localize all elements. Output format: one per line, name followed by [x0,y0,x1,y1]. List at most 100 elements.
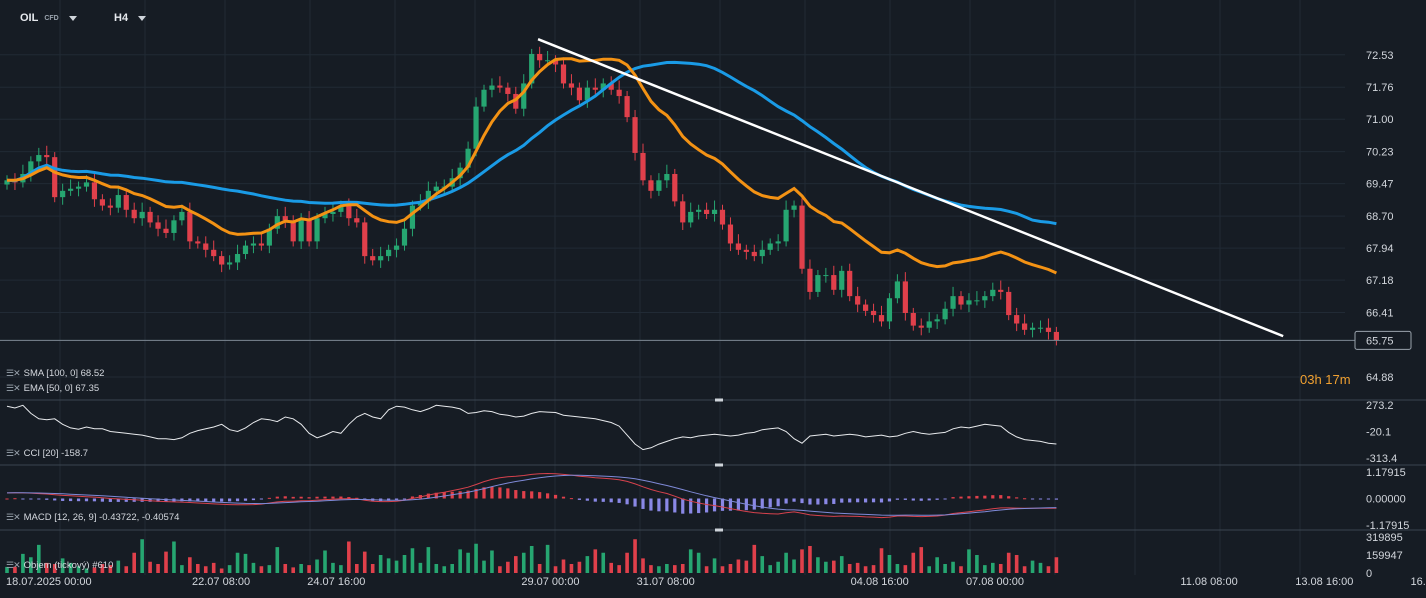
candle-body [36,155,42,162]
candle-body [258,243,264,246]
candle-body [1053,331,1059,341]
volume-bar [935,557,939,573]
volume-bar [323,550,327,573]
candle-body [799,205,805,269]
candle-body [743,249,749,252]
volume-bar [696,552,701,573]
candle-body [704,209,710,214]
time-tick-label: 11.08 08:00 [1180,576,1237,588]
macd-histogram-bar [625,498,629,505]
candle-body [902,281,908,313]
timeframe-selector[interactable]: H4 [114,12,147,24]
candle-body [234,254,241,263]
panel-resize-handle[interactable] [715,398,723,402]
candle-body [187,211,193,242]
macd-histogram-bar [856,498,860,503]
panel-resize-handle[interactable] [715,528,723,532]
chevron-down-icon[interactable] [138,15,147,21]
chevron-down-icon[interactable] [68,15,77,21]
macd-histogram-bar [61,498,65,501]
volume-bar [188,557,192,573]
volume-bar [911,552,916,573]
candle-body [847,270,853,297]
panel-resize-handle[interactable] [715,463,723,467]
settings-icon[interactable]: ☰✕ [6,383,21,393]
candle-body [998,289,1004,292]
candle-body [855,296,861,305]
candle-body [966,300,972,305]
price-tick-label: 64.88 [1366,372,1394,384]
volume-bar [410,548,415,573]
macd-histogram-bar [45,498,49,500]
candle-body [751,251,757,257]
candle-body [870,310,877,316]
macd-histogram-bar [840,498,844,503]
candle-body [115,195,121,208]
settings-icon[interactable]: ☰✕ [6,560,21,570]
candle-body [616,89,622,97]
volume-bar [21,553,25,573]
volume-bar [442,566,447,573]
volume-bar [847,563,852,573]
macd-histogram-bar [991,495,995,499]
volume-bar [84,568,89,573]
macd-histogram-bar [1023,498,1027,500]
candle-body [664,173,670,181]
macd-histogram-bar [53,498,57,501]
candle-body [815,275,821,292]
candle-body [926,321,932,328]
candle-body [290,220,296,242]
settings-icon[interactable]: ☰✕ [6,368,21,378]
macd-histogram-bar [251,498,256,501]
macd-histogram-bar [355,497,359,499]
macd-histogram-bar [92,498,97,502]
volume-bar [617,565,621,573]
volume-bar [991,562,995,573]
trendline[interactable] [537,38,1284,338]
macd-histogram-bar [903,498,907,500]
volume-bar [29,557,33,573]
macd-histogram-bar [1007,496,1011,499]
macd-signal-line [6,474,1057,516]
macd-histogram-bar [196,498,200,502]
volume-bar [521,552,526,573]
volume-bar [529,545,534,573]
macd-histogram-bar [927,498,931,501]
ema-legend[interactable]: ☰✕ EMA [50, 0] 67.35 [6,383,99,394]
candle-body [195,241,201,244]
volume-bar [490,550,494,573]
candle-body [600,83,606,90]
macd-histogram-bar [466,490,470,499]
cci-tick-label: 273.2 [1366,400,1394,412]
volume-bar [132,552,136,573]
macd-histogram-bar [299,496,303,499]
volume-bar [776,561,780,573]
volume-bar [736,559,741,573]
volume-bar [879,548,884,573]
volume-bar [792,559,796,573]
settings-icon[interactable]: ☰✕ [6,448,21,458]
cci-legend[interactable]: ☰✕ CCI [20] -158.7 [6,448,88,459]
volume-legend[interactable]: ☰✕ Objem (tickový) #610 [6,560,113,571]
macd-histogram-bar [522,491,526,499]
settings-icon[interactable]: ☰✕ [6,512,21,522]
macd-histogram-bar [784,498,788,504]
candle-body [640,152,646,181]
candle-body [831,275,837,290]
symbol-selector[interactable]: OIL CFD [20,12,77,24]
macd-histogram-bar [235,498,240,502]
candle-body [807,268,813,292]
volume-bar [52,563,57,573]
macd-legend[interactable]: ☰✕ MACD [12, 26, 9] -0.43722, -0.40574 [6,512,179,523]
candle-body [60,190,66,198]
macd-histogram-bar [394,498,399,500]
candle-body [950,296,956,309]
sma-legend[interactable]: ☰✕ SMA [100, 0] 68.52 [6,368,104,379]
volume-bar [951,561,955,573]
volume-bar [800,549,804,573]
macd-histogram [5,486,1058,514]
volume-bar [625,552,629,573]
candle-body [266,228,272,246]
macd-histogram-bar [689,498,693,514]
